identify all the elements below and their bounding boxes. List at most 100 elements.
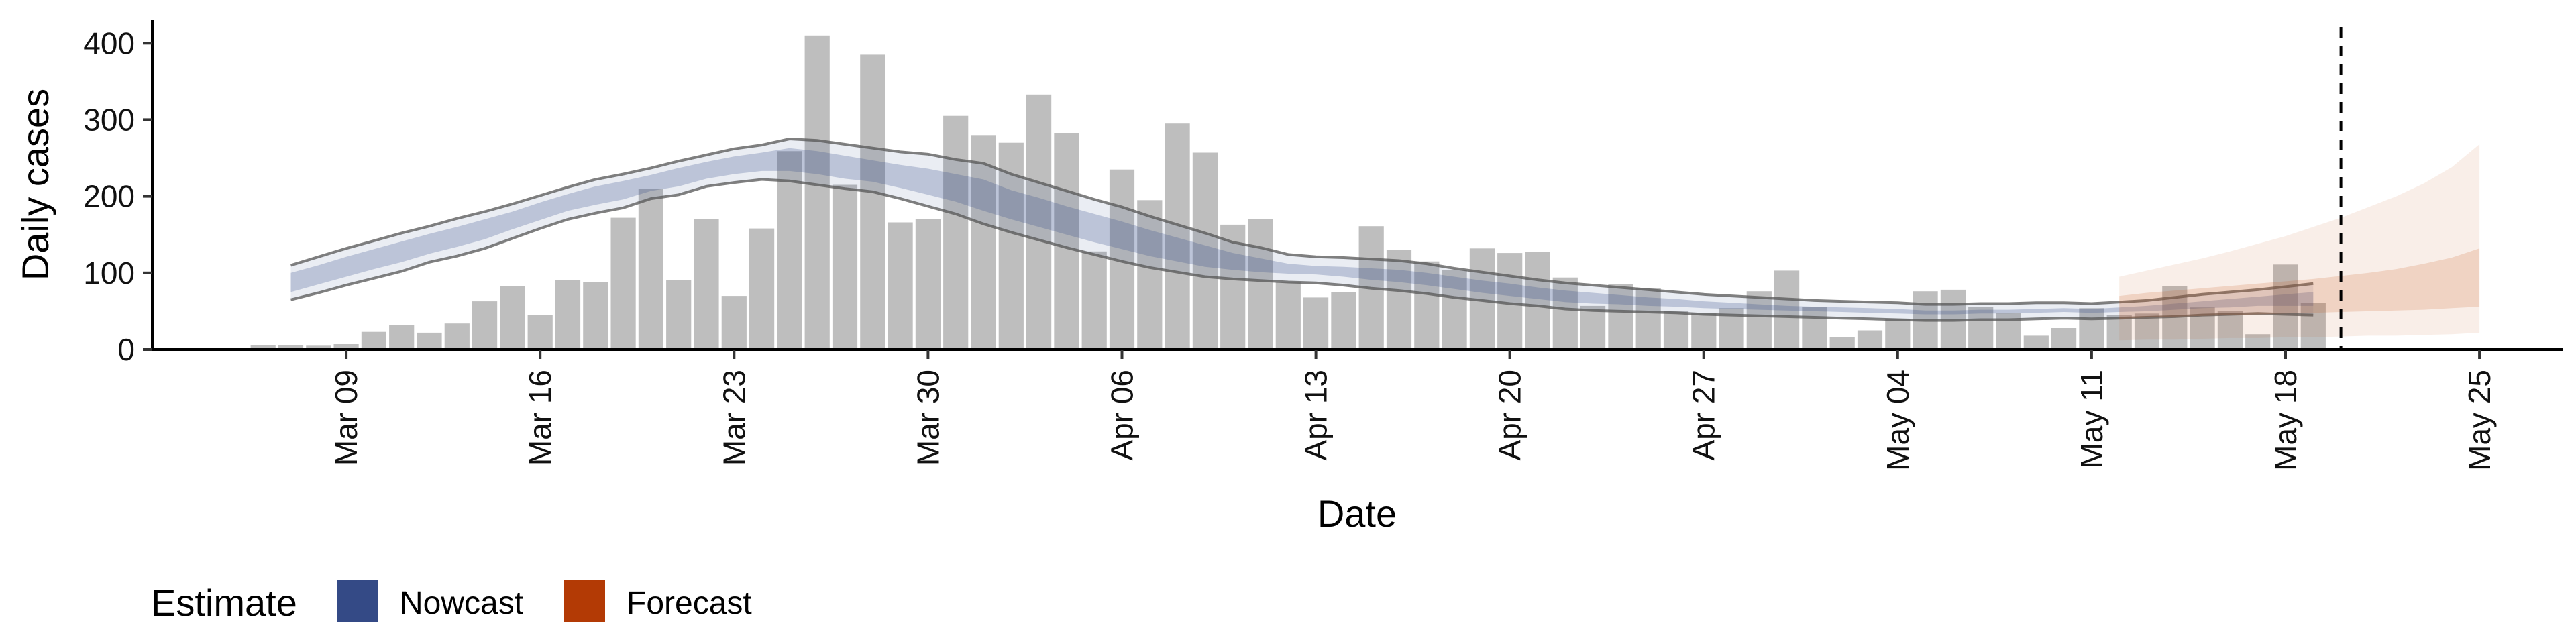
bar <box>804 35 830 350</box>
y-tick-label: 300 <box>83 102 135 137</box>
bar <box>1248 219 1273 350</box>
bar <box>832 184 858 350</box>
bar <box>1137 200 1163 350</box>
bar <box>1608 284 1633 350</box>
x-tick-label: Mar 09 <box>329 370 364 466</box>
bar <box>278 345 304 350</box>
bar <box>1746 291 1772 350</box>
bar <box>1054 133 1079 350</box>
forecast-bands <box>2119 144 2480 341</box>
forecast-inner-band <box>2119 248 2480 319</box>
bar <box>417 332 442 350</box>
bar <box>1386 250 1412 350</box>
bar <box>1192 152 1218 350</box>
x-tick-label: Mar 30 <box>910 370 945 466</box>
bar <box>2106 315 2132 350</box>
bar <box>361 331 386 350</box>
bar <box>638 189 663 350</box>
bar <box>888 222 913 350</box>
bar <box>1663 311 1689 350</box>
legend-label-forecast: Forecast <box>627 586 752 621</box>
y-tick-label: 200 <box>83 179 135 214</box>
bar <box>1275 282 1301 350</box>
y-tick-label: 400 <box>83 25 135 60</box>
bar <box>1525 252 1550 350</box>
bar <box>1497 253 1523 350</box>
bar <box>1220 224 1246 350</box>
bar <box>2245 334 2271 350</box>
bar <box>1552 277 1578 350</box>
x-tick-label: May 11 <box>2074 370 2109 468</box>
bar <box>472 301 498 350</box>
bar <box>915 219 941 350</box>
legend-swatch-forecast <box>564 580 605 622</box>
nowcast-lower-line <box>290 178 2314 322</box>
bar <box>777 151 802 350</box>
bar <box>1802 307 1827 350</box>
bar <box>1885 319 1911 350</box>
bar <box>2023 335 2049 350</box>
x-tick-label: May 18 <box>2268 370 2303 471</box>
bar <box>694 219 719 350</box>
bar <box>971 135 996 350</box>
bar <box>610 217 636 350</box>
x-tick-label: Apr 20 <box>1493 370 1527 461</box>
bar <box>555 280 581 350</box>
legend-swatch-nowcast <box>337 580 378 622</box>
bar <box>1026 94 1052 350</box>
plot-area <box>250 27 2480 350</box>
bar <box>2273 264 2298 350</box>
bar <box>1829 337 1855 350</box>
nowcast-upper-line <box>290 137 2314 306</box>
bar <box>1081 251 1107 350</box>
bar <box>2300 303 2326 350</box>
bar <box>1857 330 1883 350</box>
forecast-outer-band <box>2119 144 2480 341</box>
bar <box>389 325 415 350</box>
bar <box>2134 313 2160 350</box>
bar <box>2051 328 2077 350</box>
x-tick-label: Apr 06 <box>1105 370 1140 461</box>
legend: Estimate Nowcast Forecast <box>151 580 752 624</box>
bar <box>527 315 553 350</box>
bar <box>666 280 692 350</box>
bar <box>500 286 525 350</box>
bar <box>1968 307 1994 350</box>
bar <box>583 282 608 350</box>
x-tick-label: Apr 13 <box>1299 370 1334 461</box>
bar <box>1331 292 1356 350</box>
bar <box>1442 270 1467 350</box>
x-tick-label: Mar 16 <box>523 370 557 466</box>
x-ticks: Mar 09 Mar 16 Mar 23 Mar 30 Apr 06 Apr 13 Apr … <box>329 350 2497 471</box>
legend-label-nowcast: Nowcast <box>400 586 523 621</box>
bar <box>1774 270 1800 350</box>
bar <box>1580 305 1606 350</box>
bar <box>1414 261 1440 350</box>
x-tick-label: May 25 <box>2462 370 2497 471</box>
legend-title: Estimate <box>151 582 297 624</box>
bar <box>2079 308 2104 350</box>
bar <box>2217 311 2243 350</box>
bar <box>306 345 331 350</box>
y-tick-label: 100 <box>83 256 135 290</box>
y-tick-label: 0 <box>117 332 135 367</box>
bar <box>1691 313 1717 350</box>
x-tick-label: May 04 <box>1880 370 1915 471</box>
bar <box>333 344 359 350</box>
x-tick-label: Mar 23 <box>716 370 751 466</box>
nowcast-bands <box>290 137 2314 322</box>
bar <box>250 345 276 350</box>
x-tick-label: Apr 27 <box>1686 370 1721 461</box>
y-axis-title: Daily cases <box>14 89 56 280</box>
bar <box>1165 123 1190 350</box>
bar <box>943 115 969 350</box>
bar <box>721 296 747 350</box>
bar <box>1303 297 1329 350</box>
bar <box>444 323 470 350</box>
bar <box>860 54 885 350</box>
axes <box>151 20 2563 351</box>
bar <box>749 228 775 350</box>
x-axis-title: Date <box>1318 492 1397 535</box>
y-ticks: 0 100 200 300 400 <box>83 25 152 367</box>
